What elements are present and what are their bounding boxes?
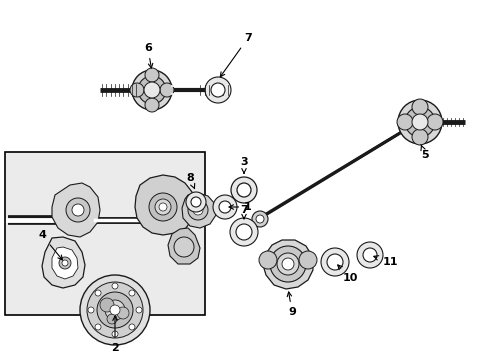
Polygon shape — [52, 183, 100, 237]
Circle shape — [396, 114, 412, 130]
Polygon shape — [135, 175, 195, 235]
Circle shape — [213, 195, 237, 219]
Circle shape — [145, 68, 159, 82]
Circle shape — [411, 99, 427, 115]
Circle shape — [136, 307, 142, 313]
Polygon shape — [263, 240, 312, 289]
Circle shape — [276, 253, 298, 275]
Circle shape — [191, 197, 201, 207]
Polygon shape — [42, 237, 85, 288]
Circle shape — [105, 300, 125, 320]
Circle shape — [356, 242, 382, 268]
Circle shape — [404, 107, 434, 137]
Circle shape — [95, 290, 101, 296]
Polygon shape — [182, 193, 216, 228]
Circle shape — [59, 257, 71, 269]
Circle shape — [129, 324, 135, 330]
Circle shape — [149, 193, 177, 221]
Text: 7: 7 — [240, 205, 247, 219]
Circle shape — [298, 251, 316, 269]
Circle shape — [100, 298, 114, 312]
Circle shape — [62, 260, 68, 266]
Circle shape — [88, 307, 94, 313]
Circle shape — [185, 192, 205, 212]
Circle shape — [236, 224, 251, 240]
Circle shape — [159, 203, 167, 211]
Text: 2: 2 — [111, 316, 119, 353]
Circle shape — [204, 77, 230, 103]
Circle shape — [230, 177, 257, 203]
Text: 4: 4 — [38, 230, 62, 260]
Circle shape — [132, 70, 172, 110]
Circle shape — [160, 83, 174, 97]
Circle shape — [219, 201, 230, 213]
Circle shape — [130, 83, 143, 97]
Circle shape — [397, 100, 441, 144]
Circle shape — [110, 305, 120, 315]
Text: 8: 8 — [186, 173, 194, 189]
Circle shape — [95, 324, 101, 330]
Circle shape — [129, 290, 135, 296]
Circle shape — [362, 248, 376, 262]
Circle shape — [237, 183, 250, 197]
Circle shape — [259, 251, 276, 269]
Text: 3: 3 — [240, 157, 247, 173]
Text: 5: 5 — [420, 145, 428, 160]
Circle shape — [282, 258, 293, 270]
Circle shape — [187, 200, 207, 220]
Text: 6: 6 — [144, 43, 152, 68]
Circle shape — [155, 199, 171, 215]
Circle shape — [320, 248, 348, 276]
Polygon shape — [168, 228, 200, 264]
Circle shape — [117, 307, 129, 319]
Circle shape — [107, 314, 117, 324]
Circle shape — [256, 215, 264, 223]
Circle shape — [80, 275, 150, 345]
Circle shape — [251, 211, 267, 227]
Circle shape — [269, 246, 305, 282]
Circle shape — [112, 331, 118, 337]
Circle shape — [426, 114, 442, 130]
Circle shape — [174, 237, 194, 257]
Text: 1: 1 — [228, 202, 251, 212]
Circle shape — [87, 282, 142, 338]
Circle shape — [210, 83, 224, 97]
Circle shape — [193, 205, 203, 215]
Circle shape — [138, 76, 165, 104]
Polygon shape — [52, 247, 78, 279]
Text: 9: 9 — [286, 292, 295, 317]
Circle shape — [229, 218, 258, 246]
Circle shape — [72, 204, 84, 216]
Circle shape — [66, 198, 90, 222]
Circle shape — [326, 254, 342, 270]
Circle shape — [411, 114, 427, 130]
Circle shape — [411, 129, 427, 145]
Circle shape — [145, 98, 159, 112]
Text: 10: 10 — [337, 265, 357, 283]
Circle shape — [112, 283, 118, 289]
Circle shape — [143, 82, 160, 98]
Text: 11: 11 — [373, 256, 397, 267]
Bar — [5, 152, 204, 315]
Text: 7: 7 — [220, 33, 251, 77]
Circle shape — [97, 292, 133, 328]
